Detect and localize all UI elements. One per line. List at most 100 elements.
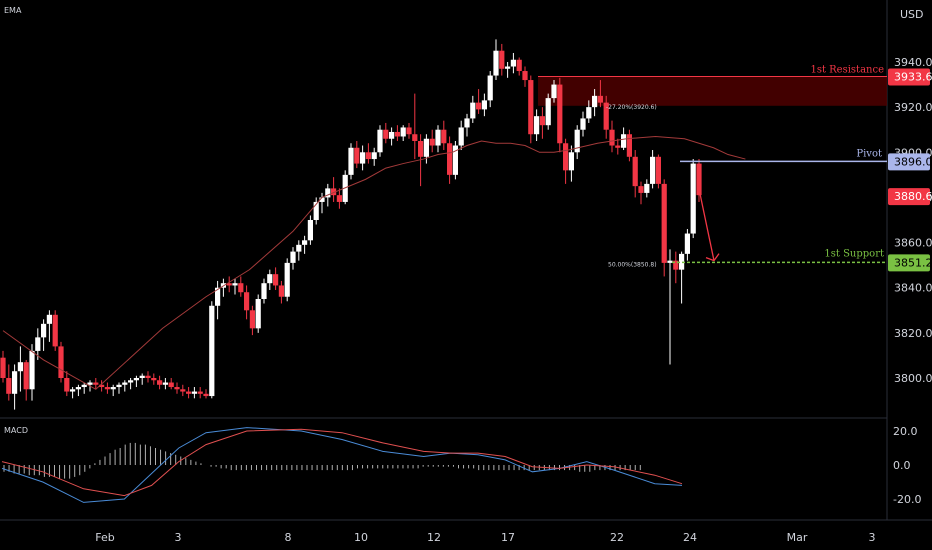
candle-body (12, 371, 18, 394)
candle-body (81, 384, 87, 388)
candle-body (597, 95, 603, 103)
candle-body (70, 389, 76, 392)
support-label: 1st Support (824, 248, 884, 259)
candle-body (0, 357, 6, 378)
candle-body (302, 240, 308, 245)
price-tick: 3940.0 (894, 56, 932, 69)
candle-body (621, 134, 627, 148)
candle-body (203, 393, 209, 397)
price-tick: 3820.0 (894, 327, 932, 340)
candle-body (110, 387, 116, 390)
candle-body (406, 127, 412, 135)
candle-body (632, 156, 638, 187)
macd-panel: 20.0 0.0 -20.0 (1, 425, 921, 506)
candle-body (191, 391, 197, 394)
candle-body (574, 129, 580, 153)
candle-body (603, 102, 609, 130)
time-tick: 12 (427, 531, 441, 544)
fib-label-bottom: 50.00%(3850.8) (608, 261, 657, 268)
candle-body (684, 233, 690, 254)
candle-body (238, 283, 244, 293)
candle-body (638, 186, 644, 193)
candle-body (290, 251, 296, 263)
price-tick: 3800.0 (894, 372, 932, 385)
macd-tick: 20.0 (893, 425, 918, 438)
candle-body (452, 145, 458, 175)
candle-body (209, 305, 215, 397)
fib-label-top: -27.20%(3920.6) (606, 104, 657, 111)
macd-line (1, 427, 683, 503)
candle-body (261, 283, 267, 299)
candle-body (667, 260, 673, 263)
candle-body (46, 314, 52, 324)
candle-body (458, 127, 464, 146)
candle-body (116, 384, 122, 388)
current-price-badge: 3880.6 (894, 190, 932, 203)
candle-body (522, 71, 528, 81)
candle-body (162, 382, 168, 385)
candle-body (551, 84, 557, 99)
ema-line (2, 135, 746, 390)
candle-body (487, 75, 493, 101)
level-labels: 1st Resistance Pivot 1st Support -27.20%(39… (606, 64, 884, 268)
macd-tick: -20.0 (893, 493, 921, 506)
candle-body (99, 384, 105, 388)
time-tick: Mar (787, 531, 808, 544)
candle-body (528, 80, 534, 135)
candle-body (377, 129, 383, 153)
candle-body (650, 156, 656, 184)
candle-body (661, 183, 667, 263)
candle-body (568, 152, 574, 171)
support-price-badge-bg (888, 254, 930, 272)
candle-body (499, 50, 505, 69)
candle-body (174, 387, 180, 390)
current-price-badge-bg (888, 188, 930, 206)
candle-body (307, 220, 313, 241)
candle-body (23, 362, 29, 390)
candle-body (644, 183, 650, 193)
candle-body (6, 378, 12, 394)
resistance-label: 1st Resistance (810, 64, 884, 75)
candle-body (679, 253, 685, 270)
candle-body (383, 129, 389, 139)
candle-body (418, 141, 424, 157)
candle-body (696, 163, 702, 196)
candle-body (510, 59, 516, 67)
candle-body (655, 156, 661, 184)
price-tick: 3860.0 (894, 237, 932, 250)
time-tick: 17 (501, 531, 515, 544)
candle-body (157, 380, 163, 385)
time-tick: 3 (869, 531, 876, 544)
time-tick: 8 (285, 531, 292, 544)
candle-body (545, 98, 551, 126)
candle-body (17, 362, 23, 372)
resistance-price-badge: 3933.6 (894, 70, 932, 83)
candle-body (429, 138, 435, 146)
candles (0, 39, 702, 410)
candle-body (122, 382, 128, 385)
candle-body (325, 188, 331, 198)
candle-body (464, 118, 470, 128)
candle-body (139, 375, 145, 378)
price-tick: 3920.0 (894, 101, 932, 114)
candle-body (365, 152, 371, 160)
candle-body (626, 134, 632, 157)
candle-body (151, 378, 157, 381)
candle-body (690, 163, 696, 234)
candle-body (400, 127, 406, 137)
candle-body (615, 145, 621, 148)
candle-body (255, 299, 261, 329)
candle-body (168, 382, 174, 388)
candle-body (87, 382, 93, 385)
candle-body (563, 143, 569, 171)
candle-body (35, 337, 41, 351)
candle-body (180, 389, 186, 392)
candle-body (75, 387, 81, 390)
candle-body (534, 116, 540, 135)
pivot-price-badge: 3896.0 (894, 155, 932, 168)
time-tick: 10 (354, 531, 368, 544)
candle-body (104, 387, 110, 390)
resistance-price-badge-bg (888, 68, 930, 86)
candle-body (273, 274, 279, 286)
